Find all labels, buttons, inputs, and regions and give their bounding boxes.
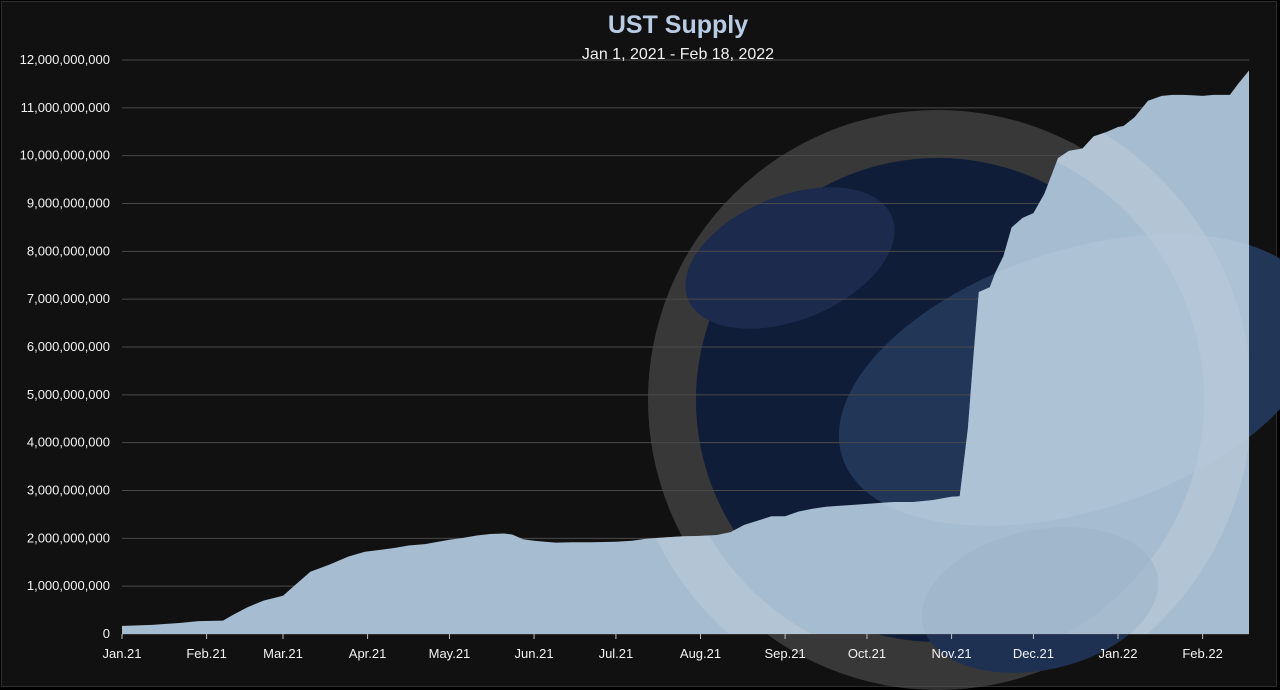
x-tick-label: Feb.21: [186, 646, 226, 661]
x-tick-label: Jul.21: [599, 646, 634, 661]
y-tick-label: 9,000,000,000: [27, 196, 110, 211]
chart-title: UST Supply: [608, 11, 748, 39]
x-tick-label: Jan.21: [102, 646, 141, 661]
y-tick-label: 3,000,000,000: [27, 483, 110, 498]
x-tick-label: Jan.22: [1098, 646, 1137, 661]
y-axis-ticks: 0 1,000,000,000 2,000,000,000 3,000,000,000…: [20, 52, 110, 641]
x-tick-label: Mar.21: [263, 646, 303, 661]
x-tick-label: Jun.21: [515, 646, 554, 661]
x-tick-label: Dec.21: [1013, 646, 1054, 661]
y-tick-label: 6,000,000,000: [27, 339, 110, 354]
x-tick-label: Nov.21: [931, 646, 971, 661]
y-tick-label: 10,000,000,000: [20, 148, 110, 163]
x-tick-label: Sep.21: [765, 646, 806, 661]
x-tick-label: Oct.21: [848, 646, 886, 661]
x-axis-ticks: Jan.21 Feb.21 Mar.21 Apr.21 May.21 Jun.21 Jul.…: [102, 634, 1223, 661]
y-tick-label: 1,000,000,000: [27, 578, 110, 593]
y-tick-label: 5,000,000,000: [27, 387, 110, 402]
y-tick-label: 12,000,000,000: [20, 52, 110, 67]
x-tick-label: Aug.21: [680, 646, 721, 661]
y-tick-label: 11,000,000,000: [21, 100, 110, 115]
y-tick-label: 0: [103, 626, 110, 641]
y-tick-label: 4,000,000,000: [27, 435, 110, 450]
chart-subtitle: Jan 1, 2021 - Feb 18, 2022: [582, 46, 774, 63]
x-tick-label: Feb.22: [1182, 646, 1222, 661]
x-tick-label: May.21: [429, 646, 471, 661]
y-tick-label: 8,000,000,000: [27, 243, 110, 258]
y-tick-label: 7,000,000,000: [27, 291, 110, 306]
x-tick-label: Apr.21: [349, 646, 387, 661]
y-tick-label: 2,000,000,000: [27, 530, 110, 545]
